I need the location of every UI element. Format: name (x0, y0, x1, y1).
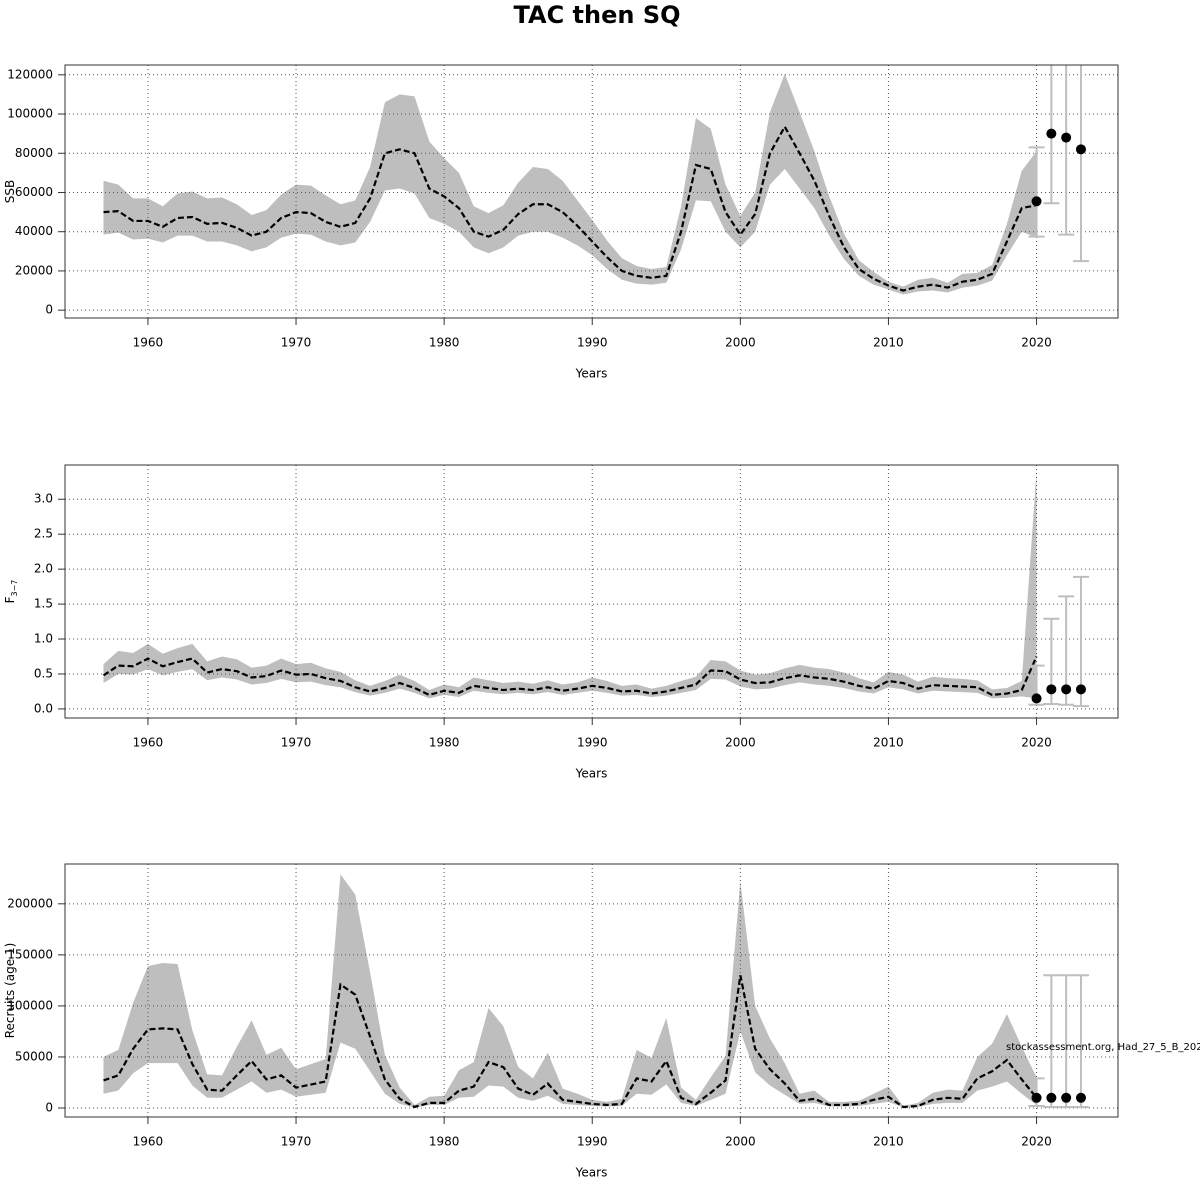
y-axis-title: SSB (3, 180, 17, 203)
forecast-point (1031, 1092, 1042, 1103)
forecast-point (1075, 1092, 1086, 1103)
forecast-point (1075, 684, 1086, 695)
plot-area (65, 465, 1118, 718)
panel: 1960 1970 1980 1990 2000 2010 2020 0.0 0.5 1.0 1.5… (3, 464, 1119, 781)
x-tick-label: 2010 (873, 736, 904, 750)
y-tick-label: 2.0 (34, 562, 53, 576)
y-tick-label: 200000 (7, 896, 53, 910)
y-tick-label: 40000 (15, 224, 53, 238)
forecast-point (1046, 684, 1057, 695)
x-tick-label: 1990 (577, 1135, 608, 1149)
y-tick-label: 2.5 (34, 527, 53, 541)
y-axis-title: F3−7 (3, 580, 20, 604)
plot-frame (64, 64, 1119, 319)
forecast-point (1031, 693, 1042, 704)
x-tick-label: 2000 (725, 336, 756, 350)
y-tick-label: 0 (45, 1101, 53, 1115)
y-tick-label: 120000 (7, 67, 53, 81)
y-axis-title-sub: 3−7 (10, 580, 19, 597)
y-axis-title-main: Recruits (age 1) (3, 943, 17, 1039)
x-tick-label: 2010 (873, 1135, 904, 1149)
y-tick-label: 80000 (15, 146, 53, 160)
x-tick-label: 1970 (281, 336, 312, 350)
y-axis-title: Recruits (age 1) (3, 943, 17, 1039)
y-tick-label: 3.0 (34, 492, 53, 506)
x-axis-title: Years (575, 1166, 608, 1180)
plot-area (65, 65, 1118, 318)
x-tick-label: 2000 (725, 736, 756, 750)
x-tick-label: 1970 (281, 1135, 312, 1149)
y-tick-label: 50000 (15, 1049, 53, 1063)
x-tick-label: 2020 (1021, 1135, 1052, 1149)
x-tick-label: 1980 (429, 336, 460, 350)
y-axis-title-main: SSB (3, 180, 17, 203)
x-tick-label: 1960 (133, 336, 164, 350)
forecast-point (1075, 144, 1086, 155)
y-tick-label: 1.5 (34, 597, 53, 611)
x-tick-label: 1960 (133, 736, 164, 750)
confidence-band (103, 471, 1037, 699)
plot-frame (64, 464, 1119, 719)
confidence-band (103, 73, 1037, 295)
y-axis-title-main: F (3, 596, 17, 603)
y-tick-label: 1.0 (34, 632, 53, 646)
forecast-point (1031, 196, 1042, 207)
x-tick-label: 1980 (429, 736, 460, 750)
x-tick-label: 1990 (577, 336, 608, 350)
y-tick-label: 0.0 (34, 701, 53, 715)
x-tick-label: 1970 (281, 736, 312, 750)
y-tick-label: 100000 (7, 998, 53, 1012)
x-tick-label: 2010 (873, 336, 904, 350)
confidence-band (103, 874, 1037, 1108)
y-tick-label: 0 (45, 303, 53, 317)
panel: 1960 1970 1980 1990 2000 2010 2020 0 20000 40000 6… (3, 64, 1119, 381)
x-tick-label: 2020 (1021, 336, 1052, 350)
x-tick-label: 1960 (133, 1135, 164, 1149)
panel: 1960 1970 1980 1990 2000 2010 2020 0 50000 100000… (3, 863, 1200, 1180)
plot-area (65, 864, 1118, 1117)
estimate-line (103, 975, 1038, 1109)
annotation: stockassessment.org, Had_27_5_B_2020 (1006, 1042, 1200, 1053)
x-axis-title: Years (575, 767, 608, 781)
x-tick-label: 2020 (1021, 736, 1052, 750)
figure-title: TAC then SQ (513, 1, 680, 29)
x-tick-label: 2000 (725, 1135, 756, 1149)
y-tick-label: 100000 (7, 107, 53, 121)
forecast-point (1046, 1092, 1057, 1103)
y-tick-label: 150000 (7, 947, 53, 961)
forecast-point (1061, 1092, 1072, 1103)
forecast-point (1061, 684, 1072, 695)
y-tick-label: 20000 (15, 263, 53, 277)
plot-frame (64, 863, 1119, 1118)
y-tick-label: 0.5 (34, 666, 53, 680)
y-tick-label: 60000 (15, 185, 53, 199)
forecast-point (1061, 132, 1072, 143)
x-tick-label: 1980 (429, 1135, 460, 1149)
forecast-point (1046, 128, 1057, 139)
x-axis-title: Years (575, 367, 608, 381)
estimate-line (103, 124, 1037, 292)
x-tick-label: 1990 (577, 736, 608, 750)
